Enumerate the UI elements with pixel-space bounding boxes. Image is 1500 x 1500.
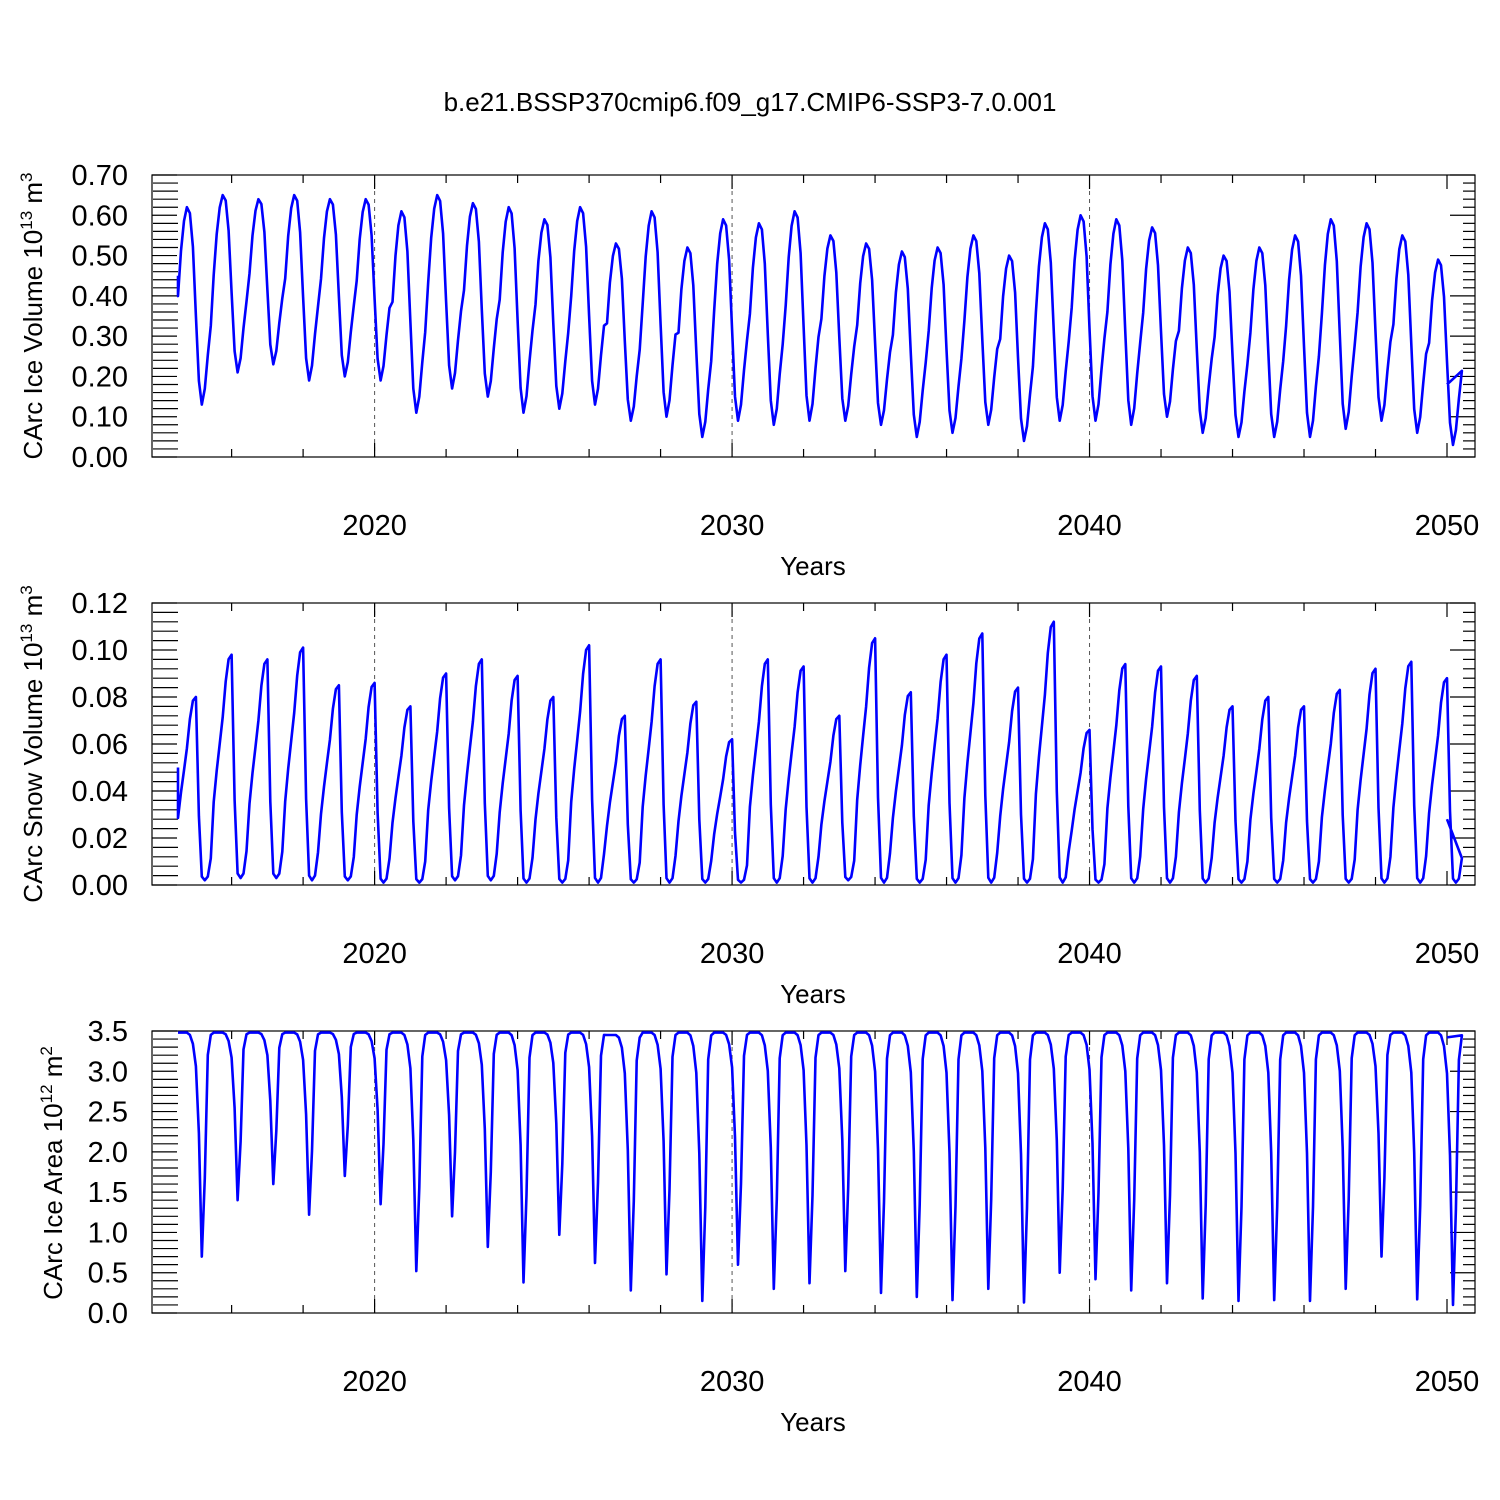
x-tick-label: 2030 bbox=[700, 1366, 765, 1398]
ice-volume-panel: CArc Ice Volume 1013 m3 Years 2020 2030 20… bbox=[17, 160, 1479, 581]
snow-volume-panel: CArc Snow Volume 1013 m3 Years 2020 2030 2… bbox=[17, 585, 1479, 1009]
y-tick-label: 0.70 bbox=[72, 160, 128, 192]
y-tick-label: 0.60 bbox=[72, 200, 128, 232]
x-tick-label: 2050 bbox=[1415, 938, 1480, 970]
plot-frame bbox=[151, 602, 1476, 886]
y-tick-label: 0.04 bbox=[72, 776, 128, 808]
x-tick-label: 2040 bbox=[1057, 938, 1122, 970]
y-tick-label: 0.0 bbox=[88, 1298, 128, 1330]
x-axis-label: Years bbox=[780, 551, 846, 581]
y-axis-label: CArc Snow Volume 1013 m3 bbox=[17, 585, 48, 902]
y-tick-label: 0.06 bbox=[72, 729, 128, 761]
y-tick-label: 0.02 bbox=[72, 823, 128, 855]
x-tick-label: 2050 bbox=[1415, 510, 1480, 542]
x-tick-label: 2020 bbox=[342, 1366, 407, 1398]
y-tick-label: 0.40 bbox=[72, 281, 128, 313]
y-tick-label: 3.5 bbox=[88, 1016, 128, 1048]
plot-frame bbox=[151, 174, 1476, 458]
x-tick-label: 2050 bbox=[1415, 1366, 1480, 1398]
y-tick-label: 0.10 bbox=[72, 402, 128, 434]
y-tick-label: 2.0 bbox=[88, 1137, 128, 1169]
ice-area-panel: CArc Ice Area 1012 m2 Years 2020 2030 2040… bbox=[37, 1016, 1479, 1437]
y-tick-label: 1.0 bbox=[88, 1217, 128, 1249]
y-tick-label: 3.0 bbox=[88, 1056, 128, 1088]
x-tick-label: 2030 bbox=[700, 938, 765, 970]
y-tick-label: 0.00 bbox=[72, 442, 128, 474]
y-tick-label: 0.08 bbox=[72, 682, 128, 714]
y-tick-label: 0.20 bbox=[72, 361, 128, 393]
x-axis-label: Years bbox=[780, 979, 846, 1009]
y-tick-label: 0.30 bbox=[72, 321, 128, 353]
x-axis-label: Years bbox=[780, 1407, 846, 1437]
y-tick-label: 0.12 bbox=[72, 588, 128, 620]
y-tick-label: 0.10 bbox=[72, 635, 128, 667]
y-tick-label: 2.5 bbox=[88, 1097, 128, 1129]
y-tick-label: 0.00 bbox=[72, 870, 128, 902]
y-tick-label: 1.5 bbox=[88, 1177, 128, 1209]
figure-title: b.e21.BSSP370cmip6.f09_g17.CMIP6-SSP3-7.… bbox=[444, 87, 1057, 117]
y-axis-label: CArc Ice Volume 1013 m3 bbox=[17, 172, 48, 459]
y-tick-label: 0.50 bbox=[72, 241, 128, 273]
x-tick-label: 2040 bbox=[1057, 510, 1122, 542]
x-tick-label: 2030 bbox=[700, 510, 765, 542]
plot-frame bbox=[151, 1030, 1476, 1314]
x-tick-label: 2020 bbox=[342, 510, 407, 542]
y-tick-label: 0.5 bbox=[88, 1258, 128, 1290]
x-tick-label: 2040 bbox=[1057, 1366, 1122, 1398]
data-series-line bbox=[178, 1031, 1464, 1307]
x-tick-label: 2020 bbox=[342, 938, 407, 970]
data-series-line bbox=[176, 193, 1464, 447]
data-series-line bbox=[176, 620, 1464, 884]
y-axis-label: CArc Ice Area 1012 m2 bbox=[37, 1046, 68, 1300]
